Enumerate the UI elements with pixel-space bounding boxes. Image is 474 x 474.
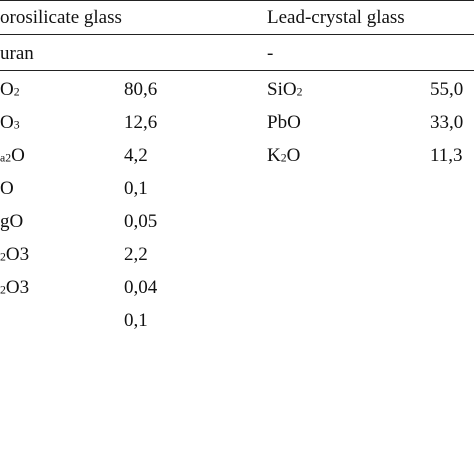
header-rule bbox=[0, 34, 474, 35]
formula-main: O bbox=[0, 178, 14, 199]
formula-subscript: a2 bbox=[0, 151, 12, 165]
formula-main: K bbox=[267, 145, 281, 166]
right-row-formula: PbO bbox=[267, 113, 301, 132]
right-row-value: 55,0 bbox=[430, 79, 464, 100]
left-row-formula: 2O3 bbox=[0, 245, 29, 264]
left-row-formula: gO bbox=[0, 212, 23, 231]
formula-tail: O bbox=[11, 145, 25, 166]
right-row-value: 33,0 bbox=[430, 112, 464, 133]
formula-subscript: 2 bbox=[0, 283, 6, 297]
formula-subscript: 3 bbox=[13, 118, 20, 132]
left-row-formula: O3 bbox=[0, 113, 20, 132]
formula-subscript: 2 bbox=[13, 85, 20, 99]
left-row-value: 0,05 bbox=[124, 211, 158, 232]
formula-main: SiO bbox=[267, 79, 297, 100]
header-borosilicate-glass: orosilicate glass bbox=[0, 7, 122, 28]
table-top-rule bbox=[0, 0, 474, 1]
left-row-formula: a2O bbox=[0, 146, 25, 165]
formula-main: PbO bbox=[267, 112, 301, 133]
left-row-value: 12,6 bbox=[124, 112, 158, 133]
left-row-value: 4,2 bbox=[124, 145, 148, 166]
formula-subscript: 2 bbox=[0, 250, 6, 264]
formula-main: O bbox=[0, 79, 14, 100]
formula-subscript: 2 bbox=[296, 85, 303, 99]
left-row-value: 0,04 bbox=[124, 277, 158, 298]
left-row-value: 2,2 bbox=[124, 244, 148, 265]
formula-subscript: 2 bbox=[280, 151, 287, 165]
right-row-value: 11,3 bbox=[430, 145, 463, 166]
left-row-value: 80,6 bbox=[124, 79, 158, 100]
formula-main: O bbox=[0, 112, 14, 133]
header-lead-crystal-glass: Lead-crystal glass bbox=[267, 7, 405, 28]
subheader-rule bbox=[0, 70, 474, 71]
left-row-value: 0,1 bbox=[124, 310, 148, 331]
formula-tail: O3 bbox=[5, 277, 30, 298]
right-row-formula: K2O bbox=[267, 146, 300, 165]
subheader-left-brand: uran bbox=[0, 43, 34, 64]
formula-tail: O3 bbox=[5, 244, 30, 265]
left-row-formula: 2O3 bbox=[0, 278, 29, 297]
left-row-formula: O2 bbox=[0, 80, 20, 99]
left-row-formula: O bbox=[0, 179, 14, 198]
formula-main: gO bbox=[0, 211, 24, 232]
left-row-value: 0,1 bbox=[124, 178, 148, 199]
formula-tail: O bbox=[286, 145, 301, 166]
right-row-formula: SiO2 bbox=[267, 80, 302, 99]
subheader-right-brand: - bbox=[267, 43, 274, 64]
